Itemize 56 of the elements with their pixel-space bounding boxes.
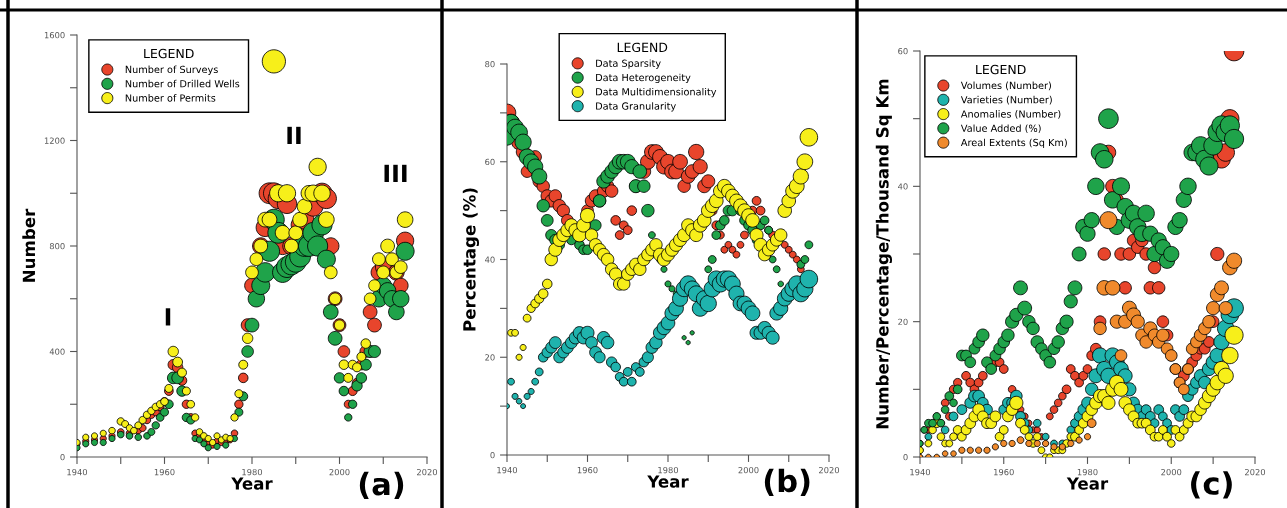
legend-label: Number of Surveys [125,65,218,75]
x-tick-label: 2020 [1245,468,1266,476]
x-tick-label: 1960 [994,468,1014,476]
x-axis-title: Year [231,477,273,490]
legend-label: Data Sparsity [596,59,661,69]
x-tick-label: 2020 [819,466,840,474]
legend-label: Data Multidimensionality [596,87,717,98]
y-tick-label: 20 [898,318,908,325]
legend-label: Volumes (Number) [960,81,1051,91]
y-tick-label: 80 [485,60,495,68]
y-axis-title: Number/Percentage/Thousand Sq Km [875,79,893,429]
x-tick-label: 2000 [329,468,350,476]
text: (a) [359,471,404,500]
x-tick-label: 2000 [1161,468,1182,476]
x-axis-title: Year [1066,477,1109,490]
y-axis-title: Number [22,208,36,282]
x-tick-label: 1940 [910,468,931,476]
legend-title: LEGEND [144,48,194,59]
legend-label: Varieties (Number) [960,95,1052,105]
y-tick-label: 60 [485,158,495,166]
legend-label: Anomalies (Number) [960,110,1061,119]
x-tick-label: 2020 [417,468,438,476]
y-tick-label: 0 [490,451,495,459]
y-tick-label: 1600 [44,31,65,39]
y-tick-label: 40 [898,183,908,190]
y-tick-label: 40 [485,256,495,263]
text: (b) [764,468,810,496]
y-tick-label: 20 [485,354,495,361]
legend-label: Number of Drilled Wells [125,79,240,88]
y-tick-label: 1200 [44,137,65,144]
x-tick-label: 1980 [1077,468,1098,476]
y-tick-label: 800 [49,242,65,250]
x-tick-label: 1980 [658,466,679,474]
x-tick-label: 1960 [154,468,175,476]
y-tick-label: 400 [49,348,65,355]
x-axis-title: Year [647,475,689,488]
x-tick-label: 2000 [738,466,759,474]
y-tick-label: 60 [898,47,908,55]
text: (c) [1191,471,1232,499]
y-tick-label: 0 [903,453,908,461]
annotation: II [287,126,301,145]
annotation: III [384,164,407,183]
legend-label: Value Added (%) [960,124,1041,134]
legend-title: LEGEND [976,64,1026,75]
legend-title: LEGEND [617,42,668,53]
legend-label: Data Heterogeneity [596,73,691,84]
y-tick-label: 0 [60,453,65,461]
x-tick-label: 1980 [242,468,263,476]
legend-label: Areal Extents (Sq Km) [960,138,1067,149]
x-tick-label: 1940 [67,468,88,476]
legend-label: Number of Permits [125,94,216,102]
annotation: I [165,308,171,326]
y-axis-title: Percentage (%) [462,188,480,331]
x-tick-label: 1940 [497,466,518,474]
legend-label: Data Granularity [596,102,676,112]
x-tick-label: 1960 [577,466,598,474]
